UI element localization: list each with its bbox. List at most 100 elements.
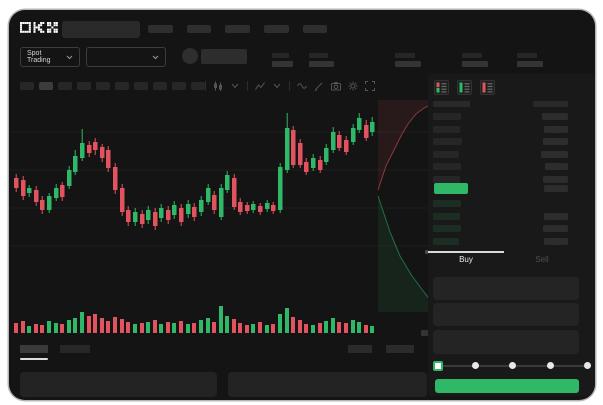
bid-price-skeleton — [433, 225, 461, 232]
candle — [304, 158, 309, 175]
bottom-tab-active-underline — [20, 358, 48, 360]
book-both-icon[interactable] — [434, 80, 449, 95]
ask-amount-skeleton — [543, 138, 568, 145]
slider-stop[interactable] — [584, 362, 591, 369]
market-type-selector[interactable]: Spot Trading — [20, 47, 80, 67]
candle — [291, 126, 296, 168]
nav-item-skeleton[interactable] — [225, 25, 250, 33]
nav-item-skeleton[interactable] — [148, 25, 173, 33]
candle — [87, 141, 92, 157]
timeframe-button[interactable] — [115, 82, 129, 90]
nav-item-skeleton[interactable] — [264, 25, 289, 33]
volume-bar — [14, 323, 18, 333]
candle — [238, 198, 243, 215]
candlestick-chart[interactable] — [10, 100, 430, 340]
nav-item-skeleton[interactable] — [303, 25, 327, 33]
candle — [212, 191, 217, 214]
volume-bar — [93, 314, 97, 333]
stat-label-skeleton — [309, 53, 328, 58]
slider-stop[interactable] — [546, 362, 554, 369]
line-tools-icon[interactable] — [297, 81, 307, 91]
volume-bar — [318, 323, 322, 333]
indicators-icon[interactable] — [255, 81, 265, 91]
draw-icon[interactable] — [314, 81, 324, 91]
chart-tools — [205, 80, 375, 92]
timeframe-button[interactable] — [134, 82, 148, 90]
volume-bar — [265, 325, 269, 333]
bottom-right-link-skeleton[interactable] — [386, 345, 414, 353]
tab-buy[interactable]: Buy — [459, 255, 473, 264]
volume-bar — [166, 322, 170, 333]
nav-item-skeleton[interactable] — [187, 25, 211, 33]
candle — [34, 186, 39, 206]
candle — [166, 206, 171, 224]
order-input-field[interactable] — [433, 277, 579, 300]
timeframe-button[interactable] — [39, 82, 53, 90]
volume-bar — [140, 323, 144, 333]
candle — [206, 184, 211, 205]
bottom-tab-active-skeleton[interactable] — [20, 345, 48, 353]
ask-price-skeleton — [433, 125, 460, 133]
candle — [186, 200, 191, 218]
stat-label-skeleton — [272, 53, 289, 58]
timeframe-button[interactable] — [153, 82, 167, 90]
volume-bar — [80, 312, 84, 333]
settings-icon[interactable] — [348, 81, 358, 91]
candle — [73, 150, 78, 175]
timeframe-button[interactable] — [20, 82, 34, 90]
volume-bar — [27, 326, 31, 333]
pair-coin-icon[interactable] — [182, 48, 198, 64]
volume-bar — [364, 325, 368, 333]
timeframe-button[interactable] — [172, 82, 186, 90]
slider-stop[interactable] — [509, 362, 516, 369]
candle-style-icon[interactable] — [213, 81, 223, 91]
candle — [14, 174, 19, 192]
bottom-tab-skeleton[interactable] — [60, 345, 90, 353]
orderbook-view-modes — [434, 80, 495, 95]
bid-amount-skeleton — [544, 212, 568, 220]
buy-submit-button[interactable] — [435, 379, 579, 393]
stat-value-skeleton — [309, 61, 334, 67]
book-bids-icon[interactable] — [457, 80, 472, 95]
candle — [93, 138, 98, 155]
orderbook-amount-header-skeleton — [533, 101, 568, 107]
timeframe-buttons — [20, 82, 205, 90]
snapshot-icon[interactable] — [331, 81, 341, 91]
candle — [285, 113, 290, 173]
timeframe-button[interactable] — [58, 82, 72, 90]
ask-price-skeleton — [433, 163, 461, 170]
pair-selector[interactable] — [86, 47, 166, 67]
order-input-field[interactable] — [433, 303, 579, 326]
candle — [357, 113, 362, 133]
order-input-field[interactable] — [433, 330, 579, 354]
stat-value-skeleton — [462, 61, 488, 67]
candle — [100, 144, 105, 162]
search-input[interactable] — [62, 21, 140, 38]
slider-stop[interactable] — [471, 362, 479, 369]
candle — [258, 203, 263, 215]
timeframe-button[interactable] — [96, 82, 110, 90]
last-price-amount-skeleton — [544, 185, 568, 192]
chevron-down-icon[interactable] — [272, 81, 282, 91]
timeframe-button[interactable] — [77, 82, 91, 90]
candle — [331, 127, 336, 153]
candle — [245, 202, 250, 214]
bottom-panel[interactable] — [20, 372, 217, 397]
timeframe-button[interactable] — [191, 82, 205, 90]
volume-bar — [172, 323, 176, 333]
volume-bar — [311, 325, 315, 333]
fullscreen-icon[interactable] — [365, 81, 375, 91]
tab-sell[interactable]: Sell — [535, 255, 549, 264]
book-asks-icon[interactable] — [480, 80, 495, 95]
candle — [192, 203, 197, 221]
orderbook-price-header-skeleton — [433, 101, 470, 107]
candle — [265, 200, 270, 212]
toolbar-divider — [205, 81, 206, 91]
volume-bar — [146, 322, 150, 333]
chevron-down-icon[interactable] — [230, 81, 240, 91]
slider-stop[interactable] — [433, 361, 443, 371]
bottom-panel[interactable] — [228, 372, 427, 397]
candle — [298, 139, 303, 168]
candle — [278, 163, 283, 213]
bottom-right-link-skeleton[interactable] — [348, 345, 372, 353]
